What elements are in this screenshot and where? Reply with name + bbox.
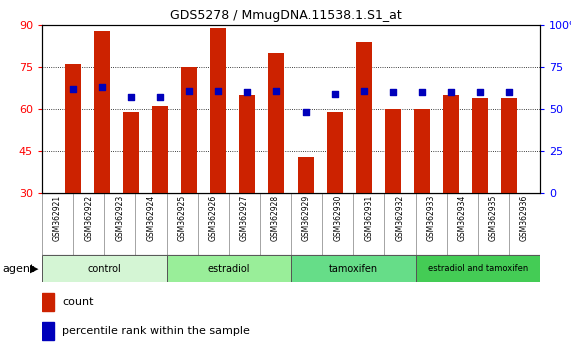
Bar bbox=[385, 109, 401, 193]
Point bbox=[417, 89, 427, 95]
Bar bbox=[472, 98, 488, 193]
Text: estradiol and tamoxifen: estradiol and tamoxifen bbox=[428, 264, 528, 273]
Text: ▶: ▶ bbox=[30, 263, 38, 274]
Point bbox=[155, 95, 164, 100]
Text: agent: agent bbox=[3, 263, 35, 274]
Point bbox=[330, 91, 339, 97]
Point bbox=[447, 89, 456, 95]
Point bbox=[243, 89, 252, 95]
Text: GSM362928: GSM362928 bbox=[271, 195, 280, 241]
Bar bbox=[42, 322, 54, 340]
Bar bbox=[297, 156, 313, 193]
Text: GSM362935: GSM362935 bbox=[489, 195, 498, 241]
Point bbox=[272, 88, 281, 93]
Bar bbox=[167, 255, 291, 282]
Bar bbox=[210, 28, 226, 193]
Point bbox=[476, 89, 485, 95]
Text: GSM362933: GSM362933 bbox=[427, 195, 436, 241]
Text: GSM362926: GSM362926 bbox=[208, 195, 218, 241]
Text: GDS5278 / MmugDNA.11538.1.S1_at: GDS5278 / MmugDNA.11538.1.S1_at bbox=[170, 9, 401, 22]
Bar bbox=[327, 112, 343, 193]
Point bbox=[388, 89, 397, 95]
Text: GSM362922: GSM362922 bbox=[84, 195, 93, 241]
Point bbox=[68, 86, 77, 92]
Bar bbox=[152, 106, 168, 193]
Bar bbox=[94, 30, 110, 193]
Bar bbox=[416, 255, 540, 282]
Point bbox=[359, 88, 368, 93]
Text: GSM362923: GSM362923 bbox=[115, 195, 124, 241]
Text: GSM362929: GSM362929 bbox=[302, 195, 311, 241]
Text: count: count bbox=[62, 297, 94, 307]
Bar bbox=[356, 42, 372, 193]
Text: tamoxifen: tamoxifen bbox=[329, 263, 378, 274]
Point bbox=[505, 89, 514, 95]
Text: GSM362925: GSM362925 bbox=[178, 195, 187, 241]
Text: GSM362927: GSM362927 bbox=[240, 195, 249, 241]
Bar bbox=[443, 95, 459, 193]
Bar bbox=[123, 112, 139, 193]
Point bbox=[184, 88, 194, 93]
Point bbox=[301, 109, 310, 115]
Bar bbox=[501, 98, 517, 193]
Text: percentile rank within the sample: percentile rank within the sample bbox=[62, 326, 250, 336]
Bar bbox=[42, 255, 167, 282]
Text: GSM362934: GSM362934 bbox=[458, 195, 467, 241]
Bar bbox=[65, 64, 81, 193]
Text: estradiol: estradiol bbox=[207, 263, 250, 274]
Text: GSM362930: GSM362930 bbox=[333, 195, 342, 241]
Bar bbox=[181, 67, 197, 193]
Point bbox=[126, 95, 135, 100]
Text: GSM362924: GSM362924 bbox=[146, 195, 155, 241]
Bar bbox=[291, 255, 416, 282]
Point bbox=[97, 84, 106, 90]
Bar bbox=[239, 95, 255, 193]
Bar bbox=[42, 293, 54, 311]
Text: GSM362932: GSM362932 bbox=[396, 195, 404, 241]
Text: GSM362936: GSM362936 bbox=[520, 195, 529, 241]
Point bbox=[214, 88, 223, 93]
Text: control: control bbox=[87, 263, 121, 274]
Bar bbox=[268, 53, 284, 193]
Text: GSM362921: GSM362921 bbox=[53, 195, 62, 241]
Text: GSM362931: GSM362931 bbox=[364, 195, 373, 241]
Bar bbox=[414, 109, 430, 193]
